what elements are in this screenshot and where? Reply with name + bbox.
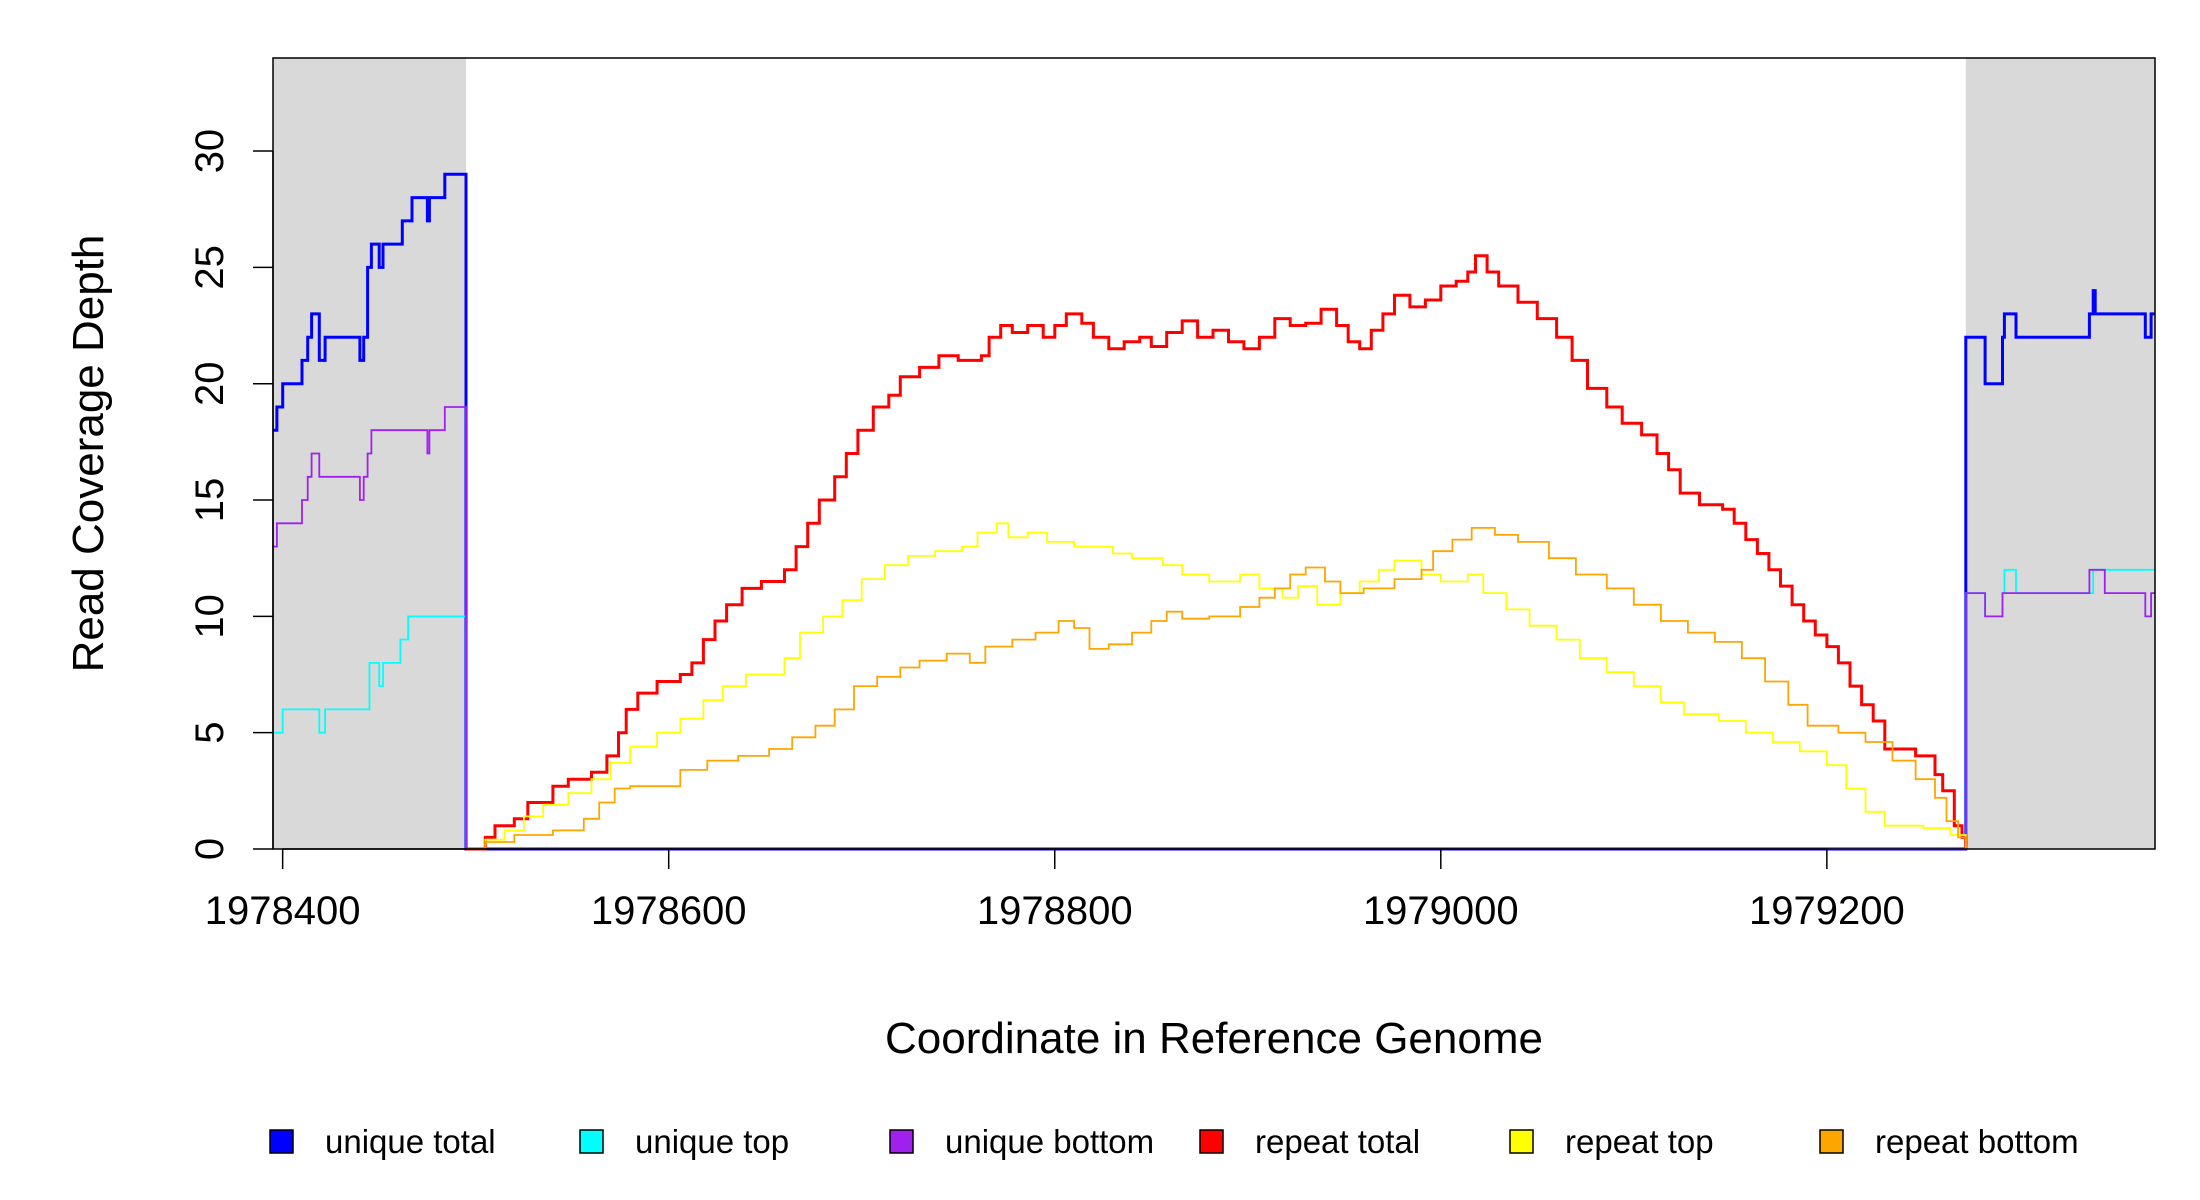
series-lines	[273, 172, 2155, 851]
legend-label-repeat-bottom: repeat bottom	[1875, 1123, 2079, 1160]
y-axis: 0 5 10 15 20 25 30	[188, 129, 274, 860]
series-line-unique-top	[273, 568, 2155, 850]
y-axis-title: Read Coverage Depth	[64, 235, 113, 673]
x-axis-title: Coordinate in Reference Genome	[885, 1014, 1543, 1063]
y-tick-label: 5	[188, 722, 232, 744]
x-tick-label: 1979200	[1749, 889, 1905, 933]
x-tick-label: 1979000	[1363, 889, 1519, 933]
legend-label-unique-bottom: unique bottom	[945, 1123, 1154, 1160]
legend-swatch-repeat-total	[1199, 1129, 1224, 1154]
y-tick-label: 10	[188, 594, 232, 639]
legend-swatch-repeat-top	[1509, 1129, 1534, 1154]
y-tick-label: 0	[188, 838, 232, 860]
x-tick-label: 1978600	[591, 889, 747, 933]
legend-swatch-unique-bottom	[889, 1129, 914, 1154]
legend-swatch-repeat-bottom	[1819, 1129, 1844, 1154]
plot-frame	[272, 57, 2156, 850]
legend: unique total unique top unique bottom repea…	[269, 1123, 2079, 1160]
y-tick-label: 30	[188, 129, 232, 174]
y-tick-label: 20	[188, 361, 232, 406]
series-line-repeat-top	[466, 522, 1967, 850]
x-tick-label: 1978800	[977, 889, 1133, 933]
legend-label-repeat-top: repeat top	[1565, 1123, 1714, 1160]
legend-swatch-unique-total	[269, 1129, 294, 1154]
x-axis: 1978400 1978600 1978800 1979000 1979200	[205, 848, 1905, 933]
legend-swatch-unique-top	[579, 1129, 604, 1154]
legend-label-unique-total: unique total	[325, 1123, 496, 1160]
x-tick-label: 1978400	[205, 889, 361, 933]
y-tick-label: 25	[188, 245, 232, 290]
series-line-repeat-bottom	[466, 527, 1967, 850]
legend-label-unique-top: unique top	[635, 1123, 789, 1160]
series-line-unique-bottom	[273, 406, 2155, 850]
series-line-unique-total	[273, 172, 2155, 851]
series-line-repeat-total	[466, 254, 1968, 851]
shaded-region-1	[1965, 58, 2155, 849]
y-tick-label: 15	[188, 478, 232, 523]
shaded-regions	[273, 58, 2155, 849]
legend-label-repeat-total: repeat total	[1255, 1123, 1420, 1160]
